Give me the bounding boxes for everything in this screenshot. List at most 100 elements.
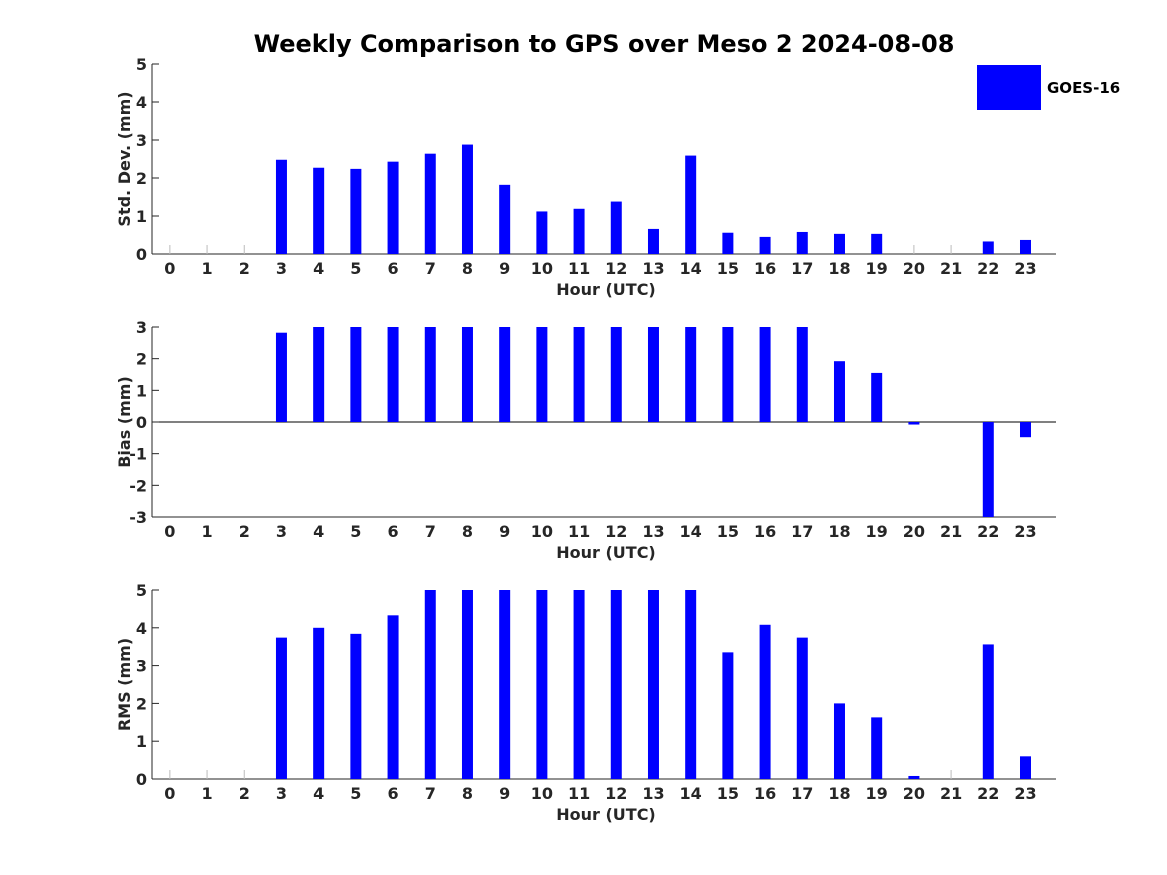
- x-tick-label: 14: [680, 522, 702, 541]
- x-tick-label: 14: [680, 259, 702, 278]
- bar: [796, 637, 808, 779]
- bar: [499, 184, 511, 254]
- bar: [796, 231, 808, 254]
- bar: [610, 590, 622, 779]
- bar: [908, 775, 920, 779]
- bar: [833, 361, 845, 422]
- x-tick-label: 18: [828, 259, 850, 278]
- x-tick-label: 8: [462, 259, 473, 278]
- bar: [499, 590, 511, 779]
- x-tick-label: 23: [1014, 522, 1036, 541]
- x-tick-label: 4: [313, 259, 324, 278]
- x-tick-label: 23: [1014, 784, 1036, 803]
- bar: [982, 422, 994, 517]
- bar: [685, 590, 697, 779]
- legend-swatch: [977, 65, 1041, 110]
- x-tick-label: 10: [531, 522, 553, 541]
- bar: [722, 327, 734, 422]
- x-tick-label: 18: [828, 522, 850, 541]
- legend: GOES-16: [977, 65, 1120, 110]
- y-tick-label: 0: [136, 770, 147, 789]
- y-tick-label: 1: [136, 381, 147, 400]
- y-tick-label: 2: [136, 694, 147, 713]
- y-tick-label: -3: [129, 508, 147, 527]
- x-axis-label-rms: Hour (UTC): [556, 805, 656, 824]
- bar: [833, 703, 845, 779]
- x-tick-label: 8: [462, 784, 473, 803]
- x-tick-label: 20: [903, 784, 925, 803]
- bar: [573, 327, 585, 422]
- bar: [313, 627, 325, 779]
- x-tick-label: 4: [313, 784, 324, 803]
- x-tick-label: 10: [531, 259, 553, 278]
- x-tick-label: 3: [276, 522, 287, 541]
- x-tick-label: 15: [717, 784, 739, 803]
- bar: [573, 208, 585, 254]
- x-tick-label: 2: [239, 259, 250, 278]
- x-tick-label: 1: [201, 522, 212, 541]
- bar: [424, 590, 436, 779]
- bar: [759, 236, 771, 254]
- bar: [1019, 756, 1031, 779]
- x-tick-label: 0: [164, 522, 175, 541]
- x-tick-label: 22: [977, 522, 999, 541]
- x-tick-label: 11: [568, 784, 590, 803]
- bar: [982, 241, 994, 254]
- x-tick-label: 5: [350, 784, 361, 803]
- bar: [573, 590, 585, 779]
- bar: [350, 633, 362, 779]
- y-tick-label: 3: [136, 657, 147, 676]
- bar: [759, 624, 771, 779]
- x-tick-label: 0: [164, 259, 175, 278]
- x-axis-label-std-dev: Hour (UTC): [556, 280, 656, 299]
- bar: [424, 327, 436, 422]
- bar: [722, 232, 734, 254]
- x-tick-label: 22: [977, 259, 999, 278]
- bar: [871, 233, 883, 254]
- bar: [350, 168, 362, 254]
- x-tick-label: 9: [499, 784, 510, 803]
- y-tick-label: 1: [136, 732, 147, 751]
- bar: [871, 717, 883, 779]
- x-tick-label: 13: [642, 259, 664, 278]
- bar: [722, 652, 734, 779]
- x-axis-label-bias: Hour (UTC): [556, 543, 656, 562]
- x-tick-label: 20: [903, 522, 925, 541]
- x-tick-label: 19: [866, 259, 888, 278]
- bar: [685, 155, 697, 254]
- bar: [313, 167, 325, 254]
- x-tick-label: 15: [717, 259, 739, 278]
- bar: [908, 422, 920, 425]
- bar: [313, 327, 325, 422]
- bar: [424, 153, 436, 254]
- x-tick-label: 20: [903, 259, 925, 278]
- bar: [536, 211, 548, 254]
- y-tick-label: 4: [136, 93, 147, 112]
- bar: [647, 327, 659, 422]
- x-tick-label: 12: [605, 522, 627, 541]
- bar: [461, 144, 473, 254]
- bar: [536, 327, 548, 422]
- x-tick-label: 17: [791, 259, 813, 278]
- bar: [647, 590, 659, 779]
- x-tick-label: 10: [531, 784, 553, 803]
- y-tick-label: 1: [136, 207, 147, 226]
- x-tick-label: 7: [425, 784, 436, 803]
- y-tick-label: 5: [136, 55, 147, 74]
- x-tick-label: 17: [791, 784, 813, 803]
- x-tick-label: 13: [642, 784, 664, 803]
- y-axis-label-std-dev: Std. Dev. (mm): [115, 91, 134, 226]
- x-tick-label: 21: [940, 259, 962, 278]
- bar: [759, 327, 771, 422]
- x-tick-label: 23: [1014, 259, 1036, 278]
- bar: [610, 201, 622, 254]
- x-tick-label: 12: [605, 259, 627, 278]
- bar: [275, 159, 287, 254]
- x-tick-label: 9: [499, 522, 510, 541]
- y-tick-label: 0: [136, 413, 147, 432]
- y-axis-label-rms: RMS (mm): [115, 638, 134, 731]
- x-tick-label: 6: [387, 259, 398, 278]
